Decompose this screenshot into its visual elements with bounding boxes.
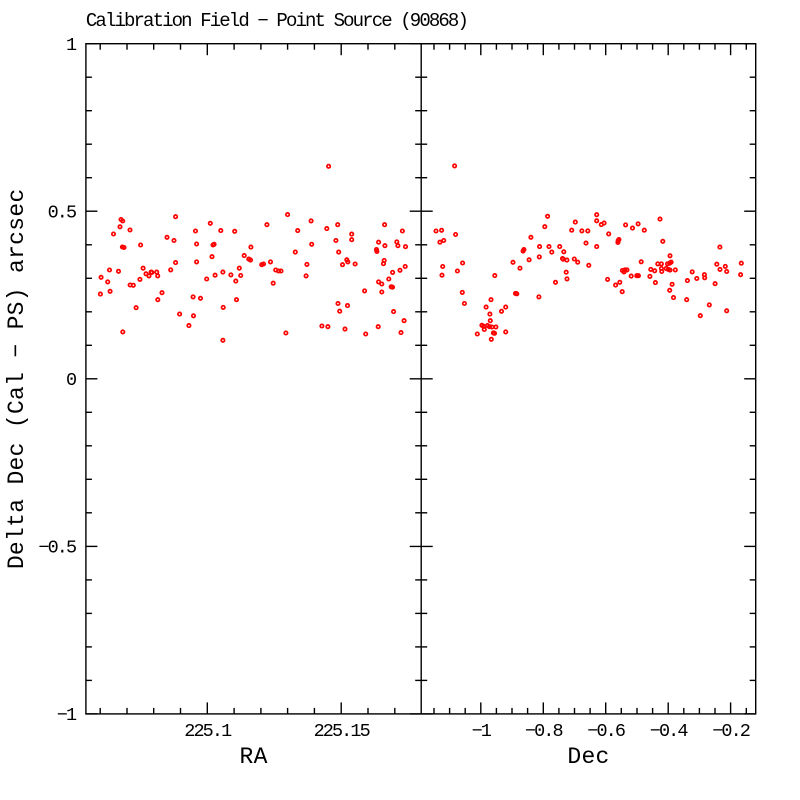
svg-text:−0.2: −0.2 <box>712 721 750 742</box>
svg-text:0: 0 <box>66 370 76 391</box>
svg-text:Calibration Field − Point Sour: Calibration Field − Point Source (90868) <box>86 10 467 32</box>
svg-text:Delta Dec (Cal − PS) arcsec: Delta Dec (Cal − PS) arcsec <box>4 188 30 569</box>
svg-text:−1: −1 <box>57 705 77 726</box>
svg-text:−0.4: −0.4 <box>650 721 689 742</box>
svg-text:−0.5: −0.5 <box>38 538 76 559</box>
svg-text:−0.8: −0.8 <box>525 721 563 742</box>
svg-text:−1: −1 <box>472 721 492 742</box>
svg-text:0.5: 0.5 <box>48 202 76 223</box>
svg-text:RA: RA <box>239 744 267 770</box>
svg-text:225.1: 225.1 <box>184 721 232 742</box>
svg-text:225.15: 225.15 <box>314 721 370 742</box>
svg-text:Dec: Dec <box>567 744 609 770</box>
svg-text:−0.6: −0.6 <box>587 721 625 742</box>
